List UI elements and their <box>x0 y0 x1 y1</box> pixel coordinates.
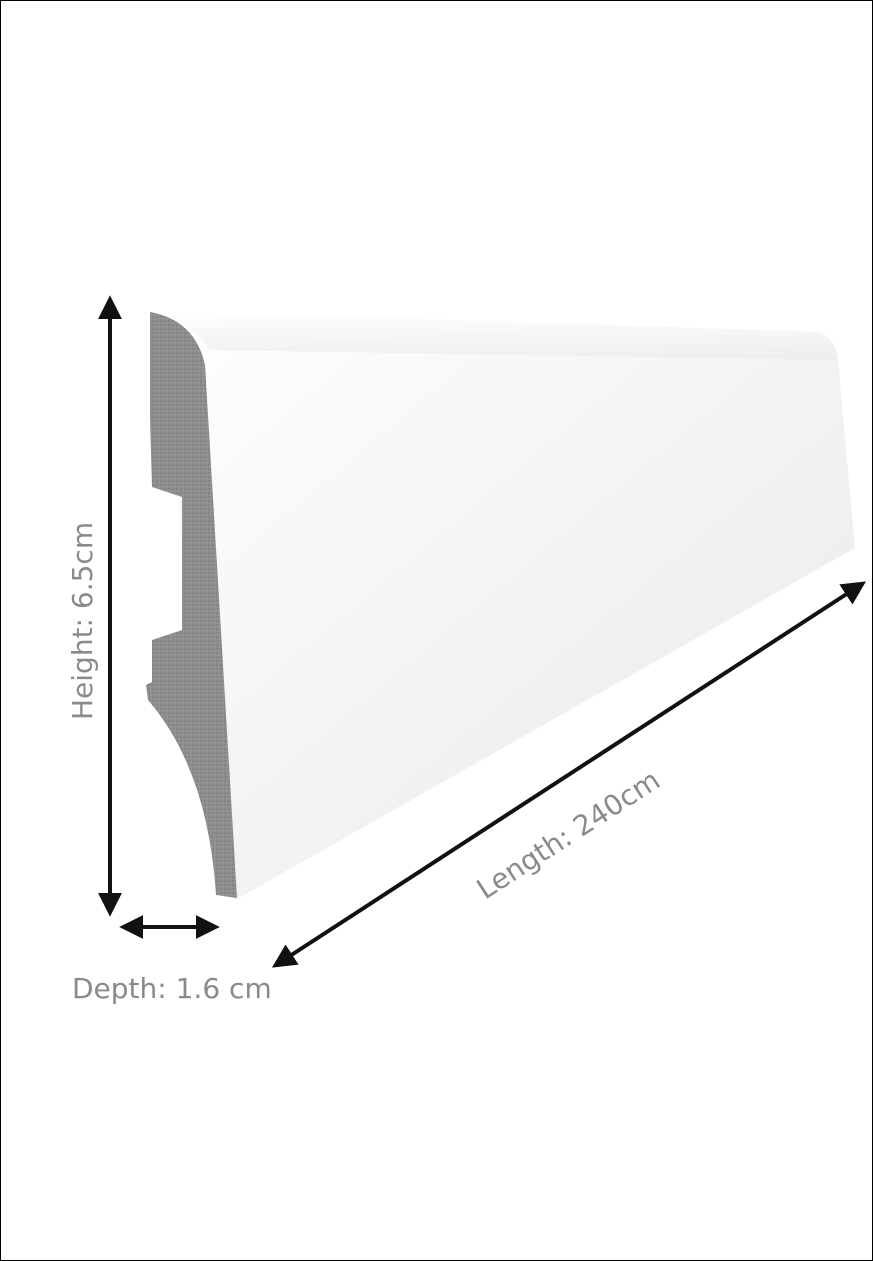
board-top-edge <box>152 310 838 360</box>
board-profile-section <box>146 312 237 898</box>
board-front-face <box>150 310 855 900</box>
height-label: Height: 6.5cm <box>66 522 99 720</box>
length-arrow <box>271 581 867 968</box>
length-label: Length: 240cm <box>471 763 666 906</box>
depth-label: Depth: 1.6 cm <box>72 972 272 1005</box>
